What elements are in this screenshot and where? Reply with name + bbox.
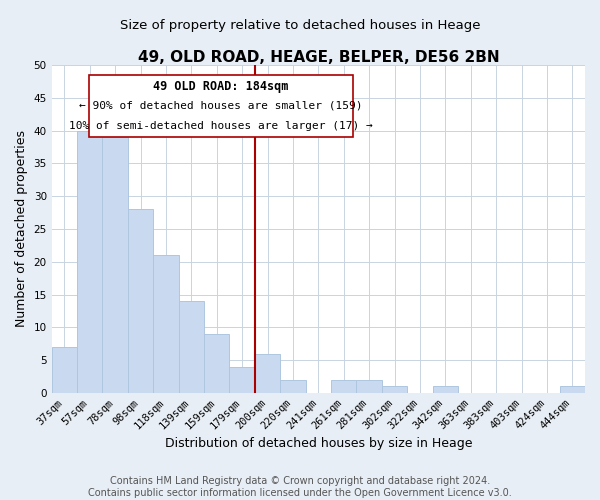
- Bar: [128, 210, 153, 393]
- Bar: [356, 380, 382, 393]
- Y-axis label: Number of detached properties: Number of detached properties: [15, 130, 28, 328]
- Bar: [153, 255, 179, 393]
- Bar: [77, 130, 103, 393]
- Text: Contains HM Land Registry data © Crown copyright and database right 2024.
Contai: Contains HM Land Registry data © Crown c…: [88, 476, 512, 498]
- Bar: [204, 334, 229, 393]
- Bar: [179, 301, 204, 393]
- Bar: [280, 380, 305, 393]
- Text: ← 90% of detached houses are smaller (159): ← 90% of detached houses are smaller (15…: [79, 101, 363, 111]
- Text: 10% of semi-detached houses are larger (17) →: 10% of semi-detached houses are larger (…: [69, 121, 373, 131]
- Text: 49 OLD ROAD: 184sqm: 49 OLD ROAD: 184sqm: [154, 80, 289, 92]
- Bar: [52, 347, 77, 393]
- FancyBboxPatch shape: [89, 75, 353, 137]
- Bar: [382, 386, 407, 393]
- X-axis label: Distribution of detached houses by size in Heage: Distribution of detached houses by size …: [164, 437, 472, 450]
- Bar: [560, 386, 585, 393]
- Bar: [229, 367, 255, 393]
- Title: 49, OLD ROAD, HEAGE, BELPER, DE56 2BN: 49, OLD ROAD, HEAGE, BELPER, DE56 2BN: [137, 50, 499, 65]
- Bar: [255, 354, 280, 393]
- Text: Size of property relative to detached houses in Heage: Size of property relative to detached ho…: [120, 20, 480, 32]
- Bar: [331, 380, 356, 393]
- Bar: [103, 137, 128, 393]
- Bar: [433, 386, 458, 393]
